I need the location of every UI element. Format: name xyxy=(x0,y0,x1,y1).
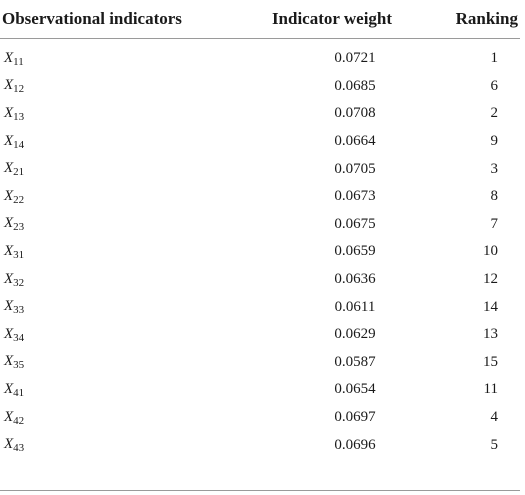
indicator-cell: X14 xyxy=(0,128,247,156)
indicator-cell: X31 xyxy=(0,238,247,266)
ranking-cell: 15 xyxy=(483,353,498,370)
indicator-variable: X xyxy=(4,353,14,370)
ranking-cell: 6 xyxy=(490,77,499,94)
indicator-variable: X xyxy=(4,325,14,342)
weight-cell: 0.0696 xyxy=(334,436,376,453)
ranking-cell: 4 xyxy=(490,409,499,426)
weight-cell: 0.0673 xyxy=(334,188,376,205)
table-row: X34 0.0629 13 xyxy=(0,321,520,349)
indicator-cell: X22 xyxy=(0,183,247,211)
indicator-variable: X xyxy=(4,160,14,177)
ranking-cell: 13 xyxy=(483,326,498,343)
indicator-subscript: 33 xyxy=(13,304,25,317)
weight-cell: 0.0664 xyxy=(334,133,376,150)
table-row: X42 0.0697 4 xyxy=(0,404,520,432)
indicator-subscript: 41 xyxy=(13,386,25,399)
ranking-cell: 9 xyxy=(490,133,499,150)
indicator-cell: X42 xyxy=(0,404,247,432)
indicator-variable: X xyxy=(4,408,14,425)
indicator-variable: X xyxy=(4,49,14,66)
indicator-subscript: 32 xyxy=(13,276,25,289)
indicator-cell: X34 xyxy=(0,321,247,349)
indicator-subscript: 11 xyxy=(13,55,24,68)
indicator-variable: X xyxy=(4,242,14,259)
weight-cell: 0.0697 xyxy=(334,409,376,426)
indicator-variable: X xyxy=(4,270,14,287)
ranking-cell: 3 xyxy=(490,160,499,177)
table-row: X13 0.0708 2 xyxy=(0,100,520,128)
indicator-cell: X11 xyxy=(0,39,247,73)
header-row: Observational indicators Indicator weigh… xyxy=(0,0,520,39)
indicator-variable: X xyxy=(4,215,14,232)
ranking-cell: 12 xyxy=(483,271,498,288)
indicator-variable: X xyxy=(4,132,14,149)
weight-cell: 0.0611 xyxy=(334,298,376,315)
indicator-cell: X13 xyxy=(0,100,247,128)
indicator-subscript: 34 xyxy=(13,331,25,344)
ranking-cell: 11 xyxy=(483,381,498,398)
table-row: X33 0.0611 14 xyxy=(0,293,520,321)
indicator-variable: X xyxy=(4,380,14,397)
table-row: X22 0.0673 8 xyxy=(0,183,520,211)
table-row: X11 0.0721 1 xyxy=(0,39,520,73)
weight-cell: 0.0721 xyxy=(334,50,376,67)
indicator-cell: X33 xyxy=(0,293,247,321)
table-row: X12 0.0685 6 xyxy=(0,73,520,101)
table-row: X35 0.0587 15 xyxy=(0,349,520,377)
indicator-variable: X xyxy=(4,77,14,94)
indicator-variable: X xyxy=(4,436,14,453)
table-header: Observational indicators Indicator weigh… xyxy=(0,0,520,39)
table-row: X23 0.0675 7 xyxy=(0,211,520,239)
indicator-subscript: 23 xyxy=(13,221,25,234)
indicator-cell: X43 xyxy=(0,431,247,459)
table-bottom-rule xyxy=(0,490,520,491)
indicator-subscript: 13 xyxy=(13,110,25,123)
table-row: X14 0.0664 9 xyxy=(0,128,520,156)
indicator-weight-table: Observational indicators Indicator weigh… xyxy=(0,0,520,459)
ranking-cell: 1 xyxy=(490,50,499,67)
indicator-subscript: 43 xyxy=(13,442,25,455)
indicator-subscript: 12 xyxy=(13,83,25,96)
ranking-cell: 14 xyxy=(483,298,498,315)
indicator-cell: X21 xyxy=(0,155,247,183)
indicator-subscript: 42 xyxy=(13,414,25,427)
table-row: X43 0.0696 5 xyxy=(0,431,520,459)
table-row: X31 0.0659 10 xyxy=(0,238,520,266)
indicator-cell: X12 xyxy=(0,73,247,101)
indicator-subscript: 22 xyxy=(13,193,25,206)
table-row: X41 0.0654 11 xyxy=(0,376,520,404)
indicator-subscript: 35 xyxy=(13,359,25,372)
header-observational-indicators: Observational indicators xyxy=(0,0,247,39)
indicator-variable: X xyxy=(4,187,14,204)
indicator-cell: X23 xyxy=(0,211,247,239)
indicator-variable: X xyxy=(4,104,14,121)
ranking-cell: 10 xyxy=(483,243,498,260)
table-row: X32 0.0636 12 xyxy=(0,266,520,294)
table-body: X11 0.0721 1 X12 0.0685 6 X13 0.0708 2 X14 0.0664 9… xyxy=(0,39,520,459)
indicator-cell: X32 xyxy=(0,266,247,294)
weight-cell: 0.0629 xyxy=(334,326,376,343)
indicator-subscript: 31 xyxy=(13,248,25,261)
weight-cell: 0.0675 xyxy=(334,215,376,232)
weight-cell: 0.0654 xyxy=(334,381,376,398)
ranking-cell: 8 xyxy=(490,188,499,205)
indicator-subscript: 14 xyxy=(13,138,25,151)
indicator-cell: X35 xyxy=(0,349,247,377)
table-row: X21 0.0705 3 xyxy=(0,155,520,183)
weight-cell: 0.0636 xyxy=(334,271,376,288)
header-ranking: Ranking xyxy=(417,0,520,39)
weight-cell: 0.0587 xyxy=(334,353,376,370)
indicator-cell: X41 xyxy=(0,376,247,404)
header-indicator-weight: Indicator weight xyxy=(247,0,417,39)
indicator-subscript: 21 xyxy=(13,166,25,179)
weight-cell: 0.0659 xyxy=(334,243,376,260)
ranking-cell: 2 xyxy=(490,105,499,122)
weight-cell: 0.0708 xyxy=(334,105,376,122)
weight-cell: 0.0705 xyxy=(334,160,376,177)
weight-cell: 0.0685 xyxy=(334,77,376,94)
ranking-cell: 5 xyxy=(490,436,499,453)
ranking-cell: 7 xyxy=(490,215,499,232)
indicator-variable: X xyxy=(4,298,14,315)
